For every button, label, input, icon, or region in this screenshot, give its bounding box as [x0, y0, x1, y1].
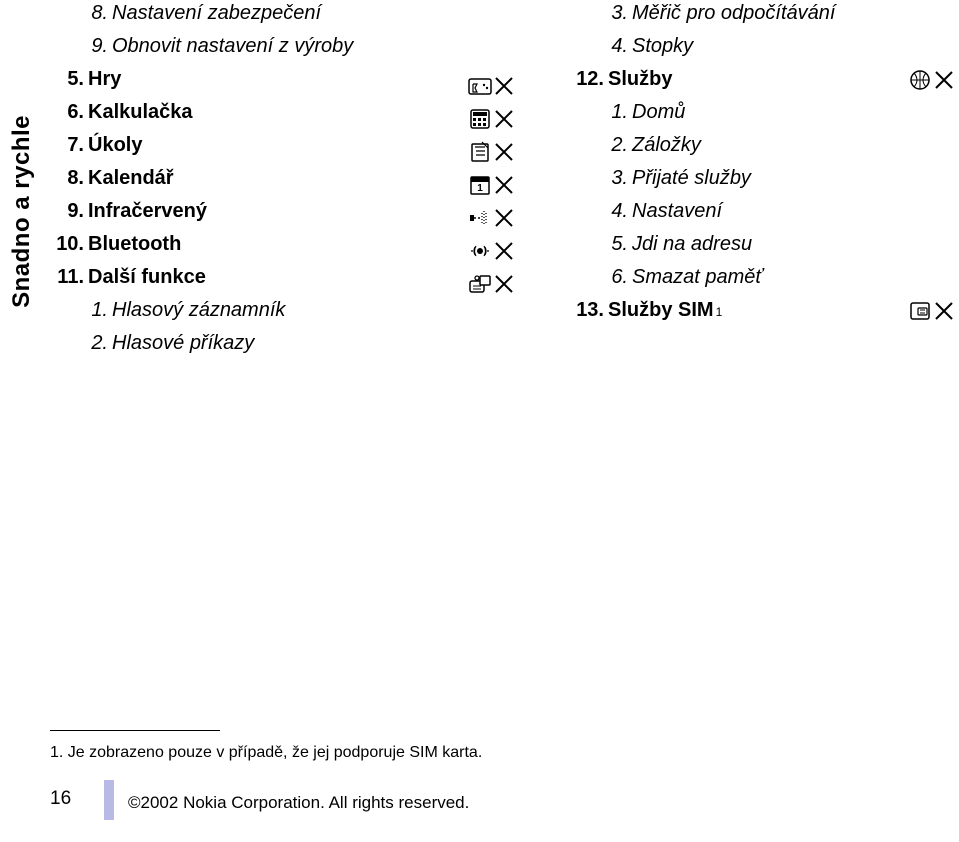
list-item: 4.Stopky — [572, 35, 952, 68]
item-num: 13. — [572, 299, 604, 322]
item-num: 7. — [52, 134, 84, 157]
item-text: Jdi na adresu — [632, 233, 752, 256]
item-num: 9. — [76, 35, 108, 58]
list-item: 1.Domů — [572, 101, 952, 134]
item-num: 8. — [76, 2, 108, 25]
item-text: Služby — [608, 68, 672, 91]
item-num: 6. — [52, 101, 84, 124]
footer-accent — [104, 780, 114, 820]
icon-games — [468, 69, 515, 102]
item-text: Úkoly — [88, 134, 142, 157]
footnote: 1. Je zobrazeno pouze v případě, že jej … — [50, 744, 482, 762]
icon-services — [908, 69, 955, 96]
item-text: Hry — [88, 68, 121, 91]
list-item: 5.Jdi na adresu — [572, 233, 952, 266]
item-num: 10. — [52, 233, 84, 256]
section-label: Snadno a rychle — [8, 115, 36, 308]
page-number: 16 — [50, 788, 71, 810]
sup: 1 — [716, 305, 723, 319]
icon-calculator — [468, 102, 515, 135]
item-num: 4. — [596, 200, 628, 223]
list-item: 13.Služby SIM1 — [572, 299, 952, 332]
list-item: 6.Smazat paměť — [572, 266, 952, 299]
item-num: 2. — [76, 332, 108, 355]
list-item: 9.Infračervený — [52, 200, 482, 233]
list-item: 11.Další funkce — [52, 266, 482, 299]
item-num: 5. — [52, 68, 84, 91]
item-num: 1. — [596, 101, 628, 124]
right-column: 3.Měřič pro odpočítávání 4.Stopky 12.Slu… — [572, 0, 952, 365]
svg-text:1: 1 — [477, 183, 483, 194]
item-num: 1. — [76, 299, 108, 322]
item-text: Služby SIM — [608, 299, 714, 322]
icon-extras — [468, 267, 515, 300]
item-text: Měřič pro odpočítávání — [632, 2, 835, 25]
item-text: Hlasový záznamník — [112, 299, 285, 322]
item-text: Smazat paměť — [632, 266, 762, 289]
item-text: Záložky — [632, 134, 701, 157]
item-text: Domů — [632, 101, 685, 124]
list-item: 7.Úkoly — [52, 134, 482, 167]
footer-text: ©2002 Nokia Corporation. All rights rese… — [128, 793, 469, 813]
item-num: 9. — [52, 200, 84, 223]
list-item: 8.Nastavení zabezpečení — [52, 2, 482, 35]
list-item: 8.Kalendář — [52, 167, 482, 200]
icon-tasks — [468, 135, 515, 168]
item-num: 12. — [572, 68, 604, 91]
item-num: 8. — [52, 167, 84, 190]
list-item: 3.Přijaté služby — [572, 167, 952, 200]
item-text: Kalendář — [88, 167, 174, 190]
list-item: 6.Kalkulačka — [52, 101, 482, 134]
item-text: Kalkulačka — [88, 101, 193, 124]
list-item: 12.Služby — [572, 68, 952, 101]
item-num: 4. — [596, 35, 628, 58]
list-item: 2.Záložky — [572, 134, 952, 167]
list-item: 3.Měřič pro odpočítávání — [572, 2, 952, 35]
item-num: 2. — [596, 134, 628, 157]
item-text: Další funkce — [88, 266, 206, 289]
item-text: Nastavení — [632, 200, 722, 223]
icons-left: 1 — [468, 69, 515, 300]
list-item: 10.Bluetooth — [52, 233, 482, 266]
item-num: 3. — [596, 2, 628, 25]
icon-sim — [908, 300, 955, 327]
icon-infrared — [468, 201, 515, 234]
item-text: Bluetooth — [88, 233, 181, 256]
item-num: 11. — [52, 266, 84, 289]
item-text: Infračervený — [88, 200, 207, 223]
list-item: 1.Hlasový záznamník — [52, 299, 482, 332]
footnote-rule — [50, 730, 220, 731]
item-text: Hlasové příkazy — [112, 332, 254, 355]
icon-calendar: 1 — [468, 168, 515, 201]
list-item: 2.Hlasové příkazy — [52, 332, 482, 365]
item-num: 5. — [596, 233, 628, 256]
list-item: 4.Nastavení — [572, 200, 952, 233]
item-num: 6. — [596, 266, 628, 289]
icon-bluetooth — [468, 234, 515, 267]
list-item: 9.Obnovit nastavení z výroby — [52, 35, 482, 68]
item-text: Nastavení zabezpečení — [112, 2, 321, 25]
item-text: Obnovit nastavení z výroby — [112, 35, 353, 58]
left-column: 8.Nastavení zabezpečení 9.Obnovit nastav… — [52, 0, 482, 365]
item-num: 3. — [596, 167, 628, 190]
item-text: Stopky — [632, 35, 693, 58]
list-item: 5.Hry — [52, 68, 482, 101]
item-text: Přijaté služby — [632, 167, 751, 190]
